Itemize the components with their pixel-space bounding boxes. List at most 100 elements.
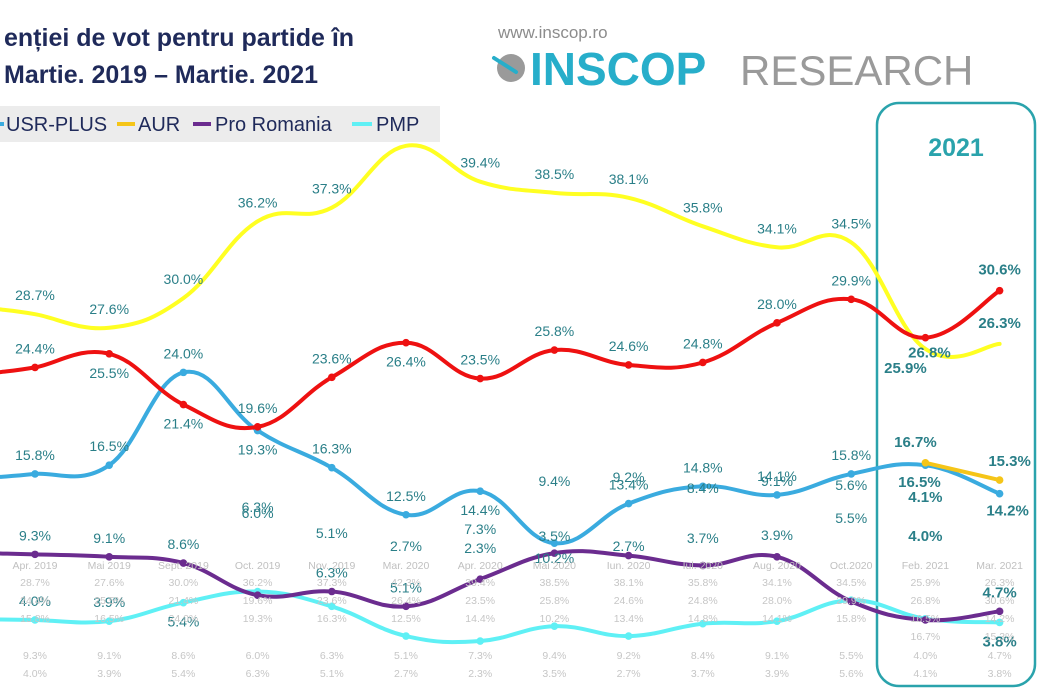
data-label: 30.6% <box>978 262 1021 279</box>
year-highlight-box <box>875 101 1037 688</box>
series-2 <box>0 368 1004 548</box>
data-label: 23.5% <box>460 352 500 368</box>
x-tick-label: Nov. 2019 <box>308 560 355 572</box>
data-point <box>699 561 707 570</box>
data-point <box>105 350 113 358</box>
data-point <box>402 602 410 611</box>
data-label: 14.2% <box>986 503 1029 520</box>
data-label: 7.3% <box>464 521 496 537</box>
table-cell: 29.9% <box>836 595 866 607</box>
series-1 <box>0 286 1004 431</box>
series-3 <box>921 458 1004 484</box>
data-point <box>179 559 188 567</box>
data-label: 38.1% <box>609 171 649 187</box>
data-label: 16.7% <box>894 434 937 451</box>
data-label: 15.3% <box>988 453 1031 470</box>
table-cell: 35.8% <box>688 577 718 589</box>
data-label: 29.9% <box>831 272 871 288</box>
table-cell: 24.0% <box>169 613 199 625</box>
table-cell: 5.5% <box>839 650 863 662</box>
x-tick-label: Sept. 2019 <box>158 560 209 572</box>
data-point <box>179 368 188 377</box>
data-label: 4.0% <box>19 593 51 609</box>
data-point <box>624 361 633 369</box>
x-tick-label: Mai 2019 <box>88 560 131 572</box>
table-cell: 30.0% <box>169 577 199 589</box>
table-cell: 25.5% <box>94 595 124 607</box>
data-point <box>402 338 410 347</box>
series-5 <box>0 587 1004 645</box>
data-label: 37.3% <box>312 181 352 197</box>
data-label: 5.6% <box>835 477 867 493</box>
data-point <box>550 346 559 354</box>
table-cell: 4.0% <box>23 668 47 680</box>
legend-item-pro-romania: Pro Romania <box>193 114 333 136</box>
table-cell: 14.4% <box>465 613 495 625</box>
data-label: 9.4% <box>538 473 570 489</box>
x-tick-label: Oct. 2019 <box>235 560 281 572</box>
table-cell: 26.4% <box>391 595 421 607</box>
table-cell: 25.8% <box>540 595 570 607</box>
data-label: 12.5% <box>386 488 426 504</box>
data-point <box>402 510 410 519</box>
data-label: 25.9% <box>884 360 927 377</box>
chart-title-line-1: enției de vot pentru partide în <box>4 24 354 52</box>
data-label: 30.0% <box>164 271 204 287</box>
table-cell: 14.8% <box>688 613 718 625</box>
data-label: 5.1% <box>316 525 348 541</box>
table-cell: 21.4% <box>169 595 199 607</box>
data-label: 38.5% <box>535 166 575 182</box>
data-label: 24.4% <box>15 340 55 356</box>
data-label: 34.1% <box>757 220 797 236</box>
data-label: 39.4% <box>460 155 500 171</box>
data-label: 6.3% <box>242 499 274 515</box>
table-cell: 24.6% <box>614 595 644 607</box>
data-point <box>253 423 262 431</box>
data-point <box>847 470 855 478</box>
table-cell: 23.6% <box>317 595 347 607</box>
data-label: 3.5% <box>538 528 570 544</box>
data-point <box>476 575 485 583</box>
data-label: 26.3% <box>978 315 1021 332</box>
data-label: 25.5% <box>89 365 129 381</box>
table-cell: 14.1% <box>762 613 792 625</box>
table-cell: 5.6% <box>839 668 863 680</box>
data-label: 14.8% <box>683 459 723 475</box>
table-cell: 6.3% <box>246 668 270 680</box>
data-label: 28.7% <box>15 287 55 303</box>
data-point <box>476 374 485 383</box>
legend-item-aur: AUR <box>117 114 180 136</box>
data-point <box>699 358 707 367</box>
table-cell: 28.7% <box>20 577 50 589</box>
data-point <box>105 461 113 470</box>
logo-main: INSCOP <box>530 43 706 95</box>
x-tick-label: Aug. 2020 <box>753 560 801 572</box>
data-label: 9.1% <box>93 530 125 546</box>
data-label: 16.5% <box>898 474 941 491</box>
table-cell: 34.5% <box>836 577 866 589</box>
table-cell: 3.8% <box>988 668 1012 680</box>
table-cell: 25.9% <box>911 577 941 589</box>
table-cell: 3.9% <box>97 668 121 680</box>
data-label: 9.3% <box>19 527 51 543</box>
table-cell: 4.1% <box>913 668 937 680</box>
table-cell: 8.4% <box>691 650 715 662</box>
data-label: 4.1% <box>908 489 942 506</box>
data-label: 34.5% <box>831 215 871 231</box>
data-label: 24.0% <box>164 345 204 361</box>
data-point <box>921 616 930 624</box>
data-point <box>31 550 39 559</box>
series-layer <box>0 143 1004 645</box>
data-point <box>31 616 39 624</box>
data-label: 14.4% <box>460 502 500 518</box>
data-point <box>476 637 485 645</box>
x-tick-label: Oct.2020 <box>830 560 873 572</box>
data-point <box>328 373 336 382</box>
x-tick-label: Iun. 2020 <box>607 560 651 572</box>
table-cell: 26.3% <box>985 577 1015 589</box>
data-point <box>550 622 559 630</box>
data-label: 14.1% <box>757 468 797 484</box>
data-label: 3.7% <box>687 530 719 546</box>
x-tick-label: Mar. 2020 <box>383 560 430 572</box>
table-cell: 2.3% <box>468 668 492 680</box>
